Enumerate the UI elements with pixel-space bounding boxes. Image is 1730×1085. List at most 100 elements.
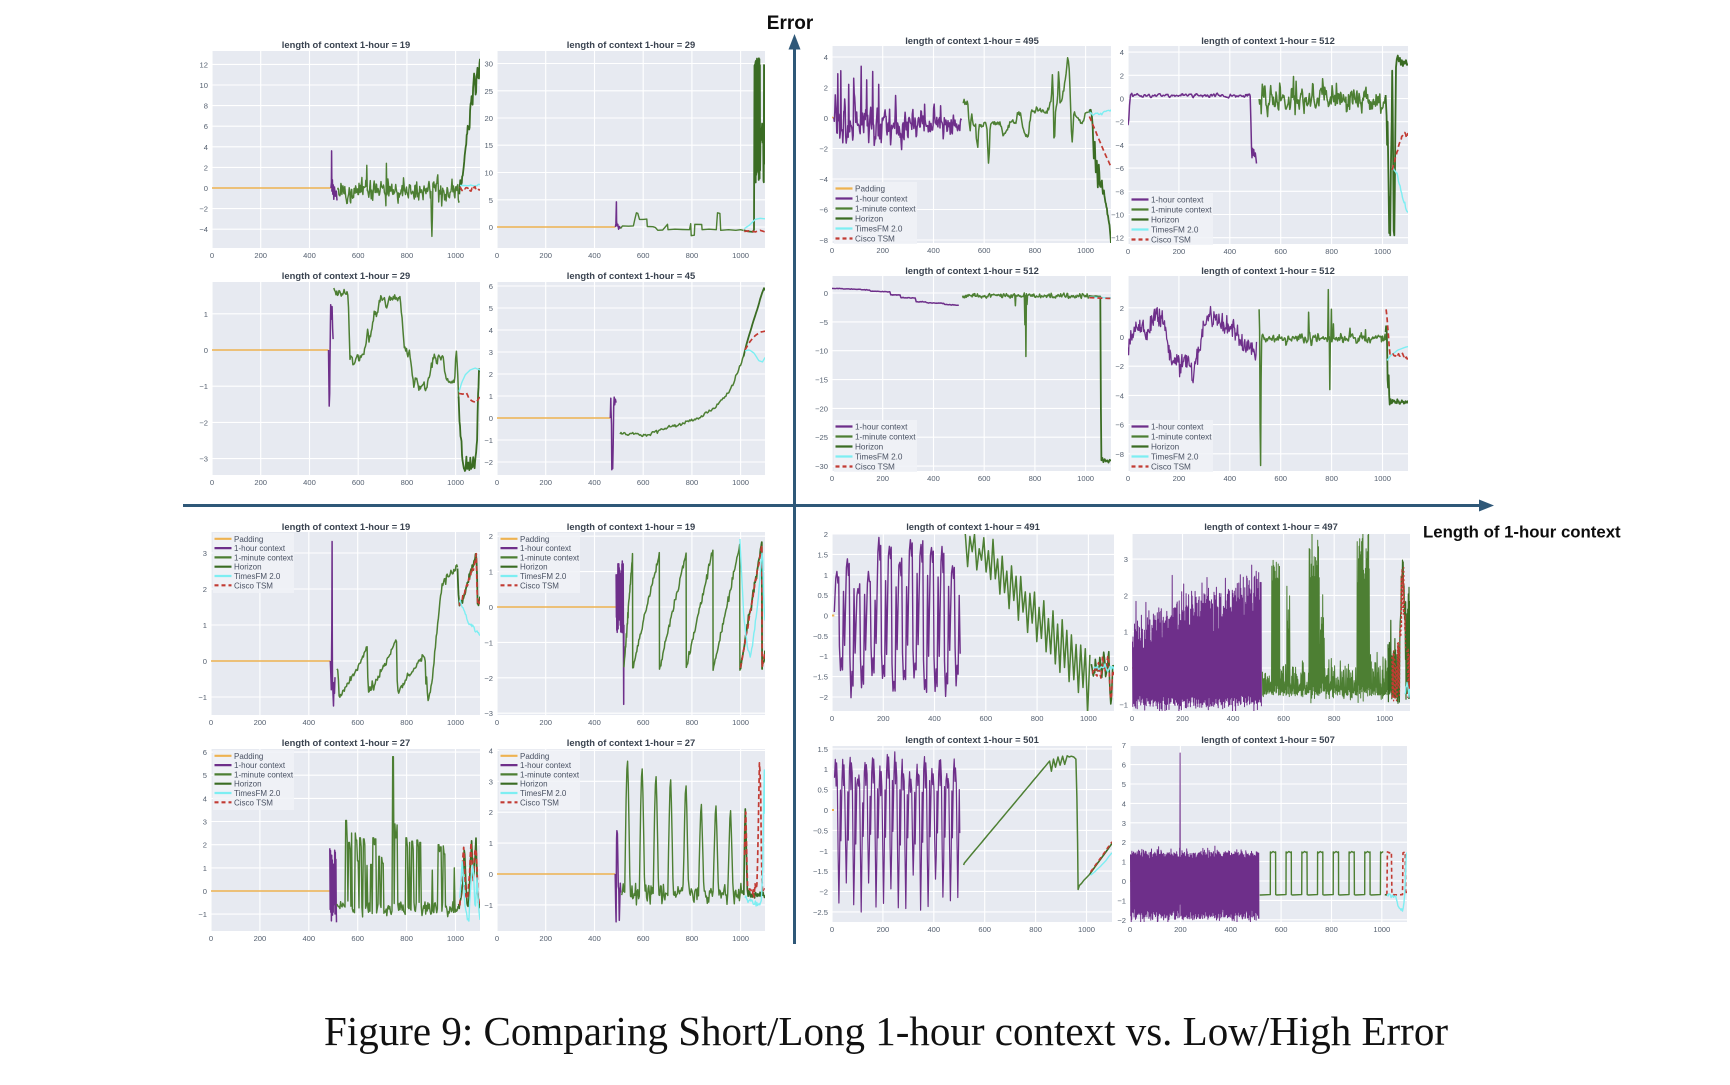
svg-text:400: 400: [927, 474, 940, 483]
svg-text:1: 1: [489, 568, 493, 577]
svg-text:length of context 1-hour = 27: length of context 1-hour = 27: [282, 737, 410, 748]
svg-text:−1: −1: [1117, 896, 1126, 905]
svg-text:1-minute context: 1-minute context: [234, 770, 294, 779]
svg-text:800: 800: [400, 718, 413, 727]
svg-text:0: 0: [824, 806, 828, 815]
svg-text:1000: 1000: [1080, 714, 1097, 723]
svg-text:TimesFM 2.0: TimesFM 2.0: [855, 453, 903, 462]
svg-text:400: 400: [588, 718, 601, 727]
svg-text:0: 0: [830, 246, 834, 255]
svg-text:−2: −2: [819, 888, 828, 897]
svg-text:7: 7: [1122, 741, 1126, 750]
svg-text:3: 3: [1124, 555, 1128, 564]
svg-text:600: 600: [352, 478, 365, 487]
svg-text:−8: −8: [1115, 187, 1124, 196]
svg-text:−4: −4: [819, 175, 828, 184]
svg-text:1: 1: [489, 392, 493, 401]
svg-text:2: 2: [824, 84, 828, 93]
svg-text:6: 6: [203, 748, 207, 757]
svg-text:800: 800: [400, 934, 413, 943]
svg-text:200: 200: [254, 478, 267, 487]
svg-text:4: 4: [489, 326, 493, 335]
svg-text:0: 0: [204, 184, 208, 193]
svg-text:1-hour context: 1-hour context: [855, 195, 908, 204]
svg-text:Padding: Padding: [520, 535, 549, 544]
svg-text:Horizon: Horizon: [234, 563, 262, 572]
svg-text:1000: 1000: [732, 718, 749, 727]
svg-text:600: 600: [978, 246, 991, 255]
svg-text:−1: −1: [199, 382, 208, 391]
svg-text:0: 0: [824, 289, 828, 298]
svg-text:1: 1: [204, 310, 208, 319]
svg-text:−2: −2: [819, 145, 828, 154]
svg-text:Padding: Padding: [855, 185, 885, 194]
svg-text:TimesFM 2.0: TimesFM 2.0: [1151, 453, 1199, 462]
svg-text:600: 600: [637, 934, 650, 943]
svg-text:25: 25: [485, 87, 493, 96]
svg-text:0: 0: [489, 414, 493, 423]
svg-text:0: 0: [209, 718, 213, 727]
svg-text:1: 1: [1122, 858, 1126, 867]
svg-text:Horizon: Horizon: [520, 780, 548, 789]
svg-text:2: 2: [1124, 591, 1128, 600]
svg-text:1-hour context: 1-hour context: [1151, 196, 1204, 205]
svg-text:800: 800: [1029, 925, 1042, 934]
svg-text:0: 0: [210, 478, 214, 487]
svg-text:200: 200: [1173, 474, 1186, 483]
svg-text:200: 200: [254, 934, 267, 943]
svg-text:length of context 1-hour = 501: length of context 1-hour = 501: [905, 734, 1039, 745]
svg-text:0.5: 0.5: [817, 786, 828, 795]
svg-text:−0.5: −0.5: [813, 632, 828, 641]
svg-text:400: 400: [1223, 247, 1236, 256]
svg-text:0: 0: [210, 251, 214, 260]
svg-text:1000: 1000: [1374, 247, 1391, 256]
svg-text:10: 10: [200, 81, 208, 90]
svg-text:Horizon: Horizon: [520, 563, 548, 572]
svg-text:1-minute context: 1-minute context: [234, 553, 294, 562]
svg-text:1000: 1000: [732, 251, 749, 260]
svg-text:length of context 1-hour = 29: length of context 1-hour = 29: [567, 39, 695, 50]
svg-text:1000: 1000: [1374, 474, 1391, 483]
svg-text:0: 0: [824, 612, 828, 621]
svg-text:−1: −1: [484, 901, 493, 910]
svg-text:length of context 1-hour = 512: length of context 1-hour = 512: [1201, 35, 1335, 46]
svg-text:1: 1: [489, 839, 493, 848]
svg-text:400: 400: [302, 718, 315, 727]
svg-text:length of context 1-hour = 19: length of context 1-hour = 19: [567, 521, 695, 532]
svg-text:−2: −2: [1117, 916, 1126, 925]
svg-text:−4: −4: [1115, 141, 1124, 150]
svg-text:Cisco TSM: Cisco TSM: [1151, 463, 1191, 472]
svg-text:−1: −1: [484, 638, 493, 647]
svg-text:length of context 1-hour = 497: length of context 1-hour = 497: [1204, 521, 1338, 532]
svg-text:0: 0: [1130, 714, 1134, 723]
svg-text:Cisco TSM: Cisco TSM: [520, 798, 559, 807]
svg-text:2: 2: [1122, 838, 1126, 847]
svg-text:400: 400: [1223, 474, 1236, 483]
svg-text:800: 800: [686, 478, 699, 487]
svg-text:600: 600: [351, 718, 364, 727]
svg-text:1000: 1000: [1077, 246, 1094, 255]
svg-text:−10: −10: [815, 347, 828, 356]
svg-text:Padding: Padding: [234, 535, 263, 544]
svg-text:2: 2: [489, 808, 493, 817]
svg-text:4: 4: [204, 143, 208, 152]
svg-text:4: 4: [1122, 799, 1126, 808]
svg-text:3: 3: [203, 549, 207, 558]
svg-text:Cisco TSM: Cisco TSM: [1151, 236, 1191, 245]
svg-text:400: 400: [303, 251, 316, 260]
svg-text:−4: −4: [199, 225, 208, 234]
svg-text:400: 400: [303, 478, 316, 487]
svg-text:2: 2: [824, 530, 828, 539]
svg-text:Cisco TSM: Cisco TSM: [234, 581, 273, 590]
svg-text:1: 1: [824, 765, 828, 774]
svg-text:length of context 1-hour = 491: length of context 1-hour = 491: [906, 521, 1040, 532]
svg-text:length of context 1-hour = 19: length of context 1-hour = 19: [282, 39, 410, 50]
svg-text:1000: 1000: [1376, 714, 1393, 723]
svg-text:length of context 1-hour = 27: length of context 1-hour = 27: [567, 737, 695, 748]
svg-text:1000: 1000: [732, 478, 749, 487]
svg-text:−1: −1: [819, 847, 828, 856]
svg-text:800: 800: [401, 478, 414, 487]
svg-text:15: 15: [485, 141, 493, 150]
svg-text:−2: −2: [1115, 118, 1124, 127]
svg-text:200: 200: [539, 251, 552, 260]
